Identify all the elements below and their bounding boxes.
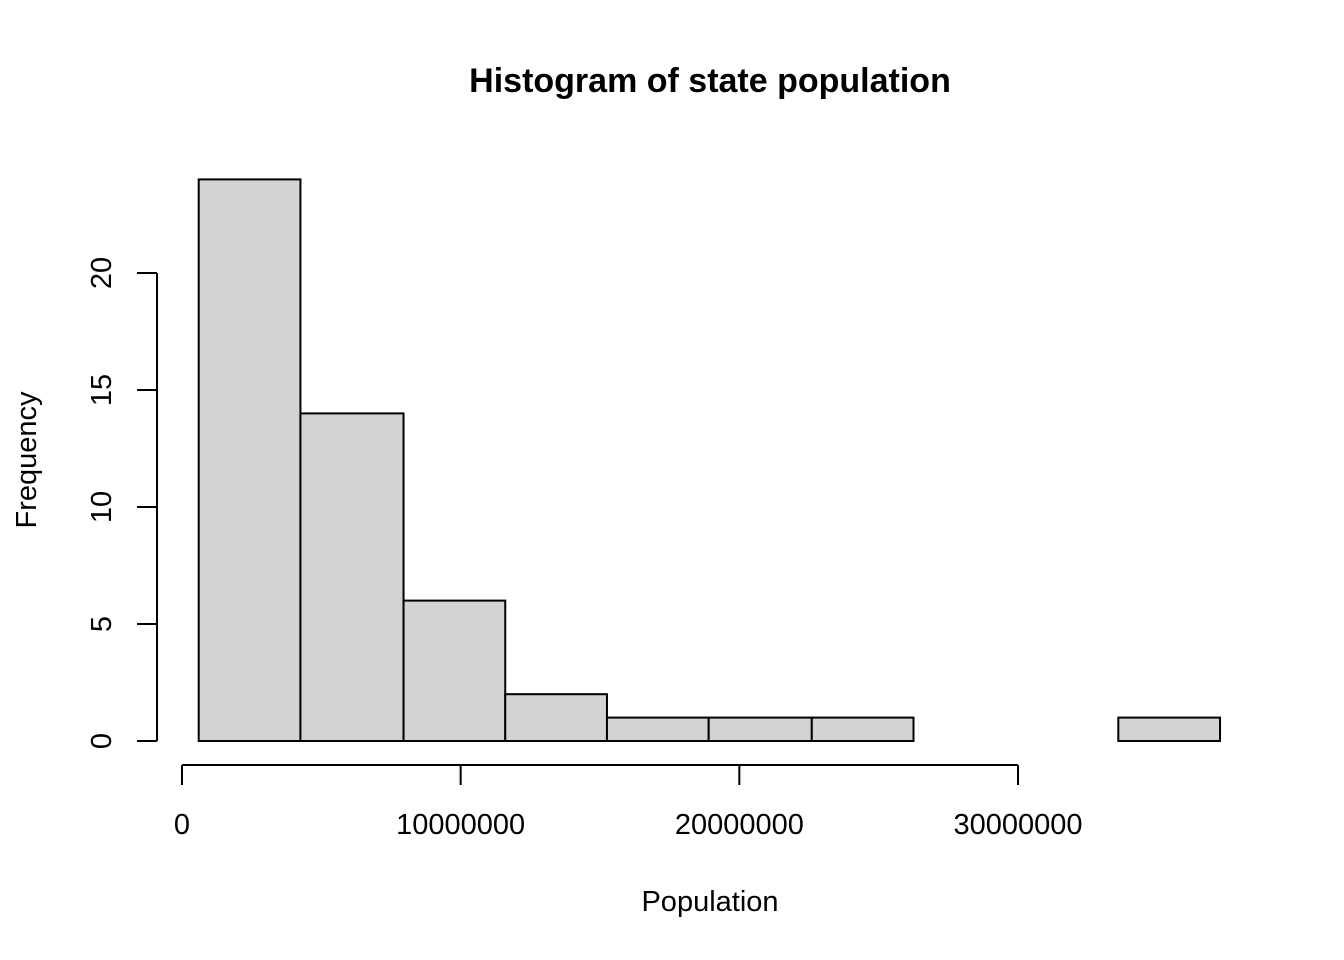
y-tick-label-2: 10	[86, 491, 118, 523]
histogram-bar-10	[1117, 716, 1222, 742]
x-tick-label-3: 30000000	[953, 809, 1082, 841]
histogram-bar-3	[402, 599, 507, 742]
x-tick-label-0: 0	[174, 809, 190, 841]
y-tick-label-0: 0	[86, 733, 118, 749]
x-axis-title: Population	[641, 886, 778, 918]
histogram-bar-6	[707, 716, 813, 742]
y-tick-label-4: 20	[86, 257, 118, 289]
chart-title: Histogram of state population	[469, 62, 951, 100]
x-tick-label-2: 20000000	[675, 809, 804, 841]
y-axis-title: Frequency	[11, 391, 43, 529]
histogram-bar-1	[197, 178, 302, 742]
histogram-bar-2	[299, 412, 405, 742]
bars-group	[197, 178, 1222, 743]
histogram-bar-4	[504, 693, 608, 743]
histogram-bar-5	[605, 716, 710, 742]
y-tick-label-1: 5	[86, 616, 118, 632]
y-axis: 0 5 10 15 20	[86, 257, 158, 749]
y-tick-label-3: 15	[86, 374, 118, 406]
x-tick-label-1: 10000000	[396, 809, 525, 841]
histogram-bar-7	[810, 716, 915, 742]
x-axis: 0 10000000 20000000 30000000	[174, 764, 1083, 841]
